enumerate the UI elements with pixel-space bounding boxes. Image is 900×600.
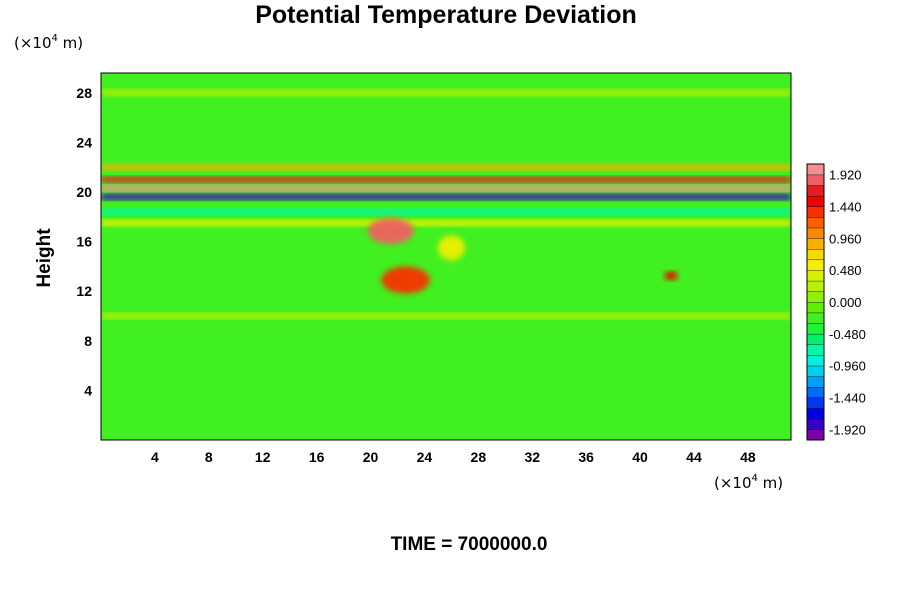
- colorbar-tick-label: -1.920: [829, 422, 866, 437]
- colorbar-swatch: [806, 185, 825, 197]
- colorbar-swatch: [806, 301, 825, 314]
- colorbar-swatch: [806, 259, 825, 271]
- colorbar-tick-label: 1.440: [829, 199, 862, 214]
- plot-frame: [100, 72, 792, 441]
- colorbar-swatch: [806, 418, 825, 430]
- heatmap-blob: [664, 271, 678, 281]
- colorbar-swatch: [806, 163, 825, 176]
- y-tick-label: 12: [76, 283, 92, 299]
- colorbar-swatch: [806, 269, 825, 282]
- colorbar-tick-label: -0.480: [829, 327, 866, 342]
- heatmap-blob: [367, 218, 414, 245]
- x-tick-label: 8: [205, 449, 213, 465]
- y-axis-label: Height: [34, 228, 55, 288]
- colorbar-swatch: [806, 407, 825, 420]
- colorbar-tick-label: 0.480: [829, 263, 862, 278]
- heatmap-band: [101, 164, 791, 171]
- heatmap-band: [101, 208, 791, 215]
- y-axis-ticks: 4 8 12 16 20 24 28: [76, 85, 92, 399]
- colorbar-swatch: [806, 248, 825, 261]
- x-tick-label: 20: [363, 449, 379, 465]
- y-axis-unit: (×104 m): [14, 33, 83, 52]
- heatmap-blob: [437, 235, 465, 261]
- colorbar-swatch: [806, 365, 825, 377]
- colorbar-swatch: [806, 227, 825, 239]
- colorbar-tick-label: 0.960: [829, 231, 862, 246]
- x-tick-label: 40: [632, 449, 648, 465]
- colorbar: [806, 163, 825, 441]
- chart-title: Potential Temperature Deviation: [255, 1, 637, 29]
- colorbar-swatch: [806, 386, 825, 399]
- x-tick-label: 48: [740, 449, 756, 465]
- y-tick-label: 28: [76, 85, 92, 101]
- colorbar-swatch: [806, 206, 825, 218]
- x-tick-label: 36: [578, 449, 594, 465]
- heatmap-band: [101, 312, 791, 320]
- x-tick-label: 28: [471, 449, 487, 465]
- x-tick-label: 44: [686, 449, 702, 465]
- x-axis-unit: (×104 m): [714, 473, 783, 492]
- colorbar-swatch: [806, 238, 825, 250]
- x-axis-ticks: 4 8 12 16 20 24 28 32 36 40 44 48: [151, 449, 756, 465]
- colorbar-ticks: 1.920 1.440 0.960 0.480 0.000 -0.480 -0.960 -1.…: [829, 168, 866, 438]
- colorbar-swatch: [806, 216, 825, 229]
- x-tick-label: 16: [309, 449, 325, 465]
- x-tick-label: 32: [524, 449, 540, 465]
- colorbar-frame: [806, 163, 825, 441]
- heatmap-band: [101, 89, 791, 96]
- colorbar-swatch: [806, 291, 825, 303]
- heatmap-blob: [381, 266, 430, 294]
- colorbar-swatch: [806, 376, 825, 388]
- x-tick-label: 12: [255, 449, 271, 465]
- colorbar-swatch: [806, 354, 825, 367]
- colorbar-swatch: [806, 429, 825, 441]
- colorbar-swatch: [806, 280, 825, 292]
- plot-area: [101, 73, 791, 440]
- heatmap-fields: [101, 89, 791, 320]
- colorbar-swatch: [806, 174, 825, 186]
- colorbar-swatch: [806, 333, 825, 345]
- heatmap-band: [101, 185, 791, 192]
- heatmap-band: [101, 193, 791, 201]
- x-tick-label: 4: [151, 449, 159, 465]
- time-label: TIME = 7000000.0: [391, 534, 548, 555]
- x-tick-label: 24: [417, 449, 433, 465]
- y-tick-label: 4: [84, 382, 92, 398]
- colorbar-tick-label: -1.440: [829, 391, 866, 406]
- colorbar-tick-label: -0.960: [829, 359, 866, 374]
- heatmap-band: [101, 219, 791, 227]
- y-tick-label: 16: [76, 234, 92, 250]
- colorbar-swatch: [806, 312, 825, 324]
- colorbar-tick-label: 1.920: [829, 168, 862, 183]
- y-tick-label: 24: [76, 134, 92, 150]
- y-tick-label: 20: [76, 184, 92, 200]
- colorbar-swatch: [806, 397, 825, 409]
- colorbar-swatch: [806, 323, 825, 335]
- y-tick-label: 8: [84, 333, 92, 349]
- heatmap-band: [101, 176, 791, 183]
- colorbar-swatch: [806, 344, 825, 356]
- colorbar-tick-label: 0.000: [829, 295, 862, 310]
- colorbar-swatch: [806, 195, 825, 207]
